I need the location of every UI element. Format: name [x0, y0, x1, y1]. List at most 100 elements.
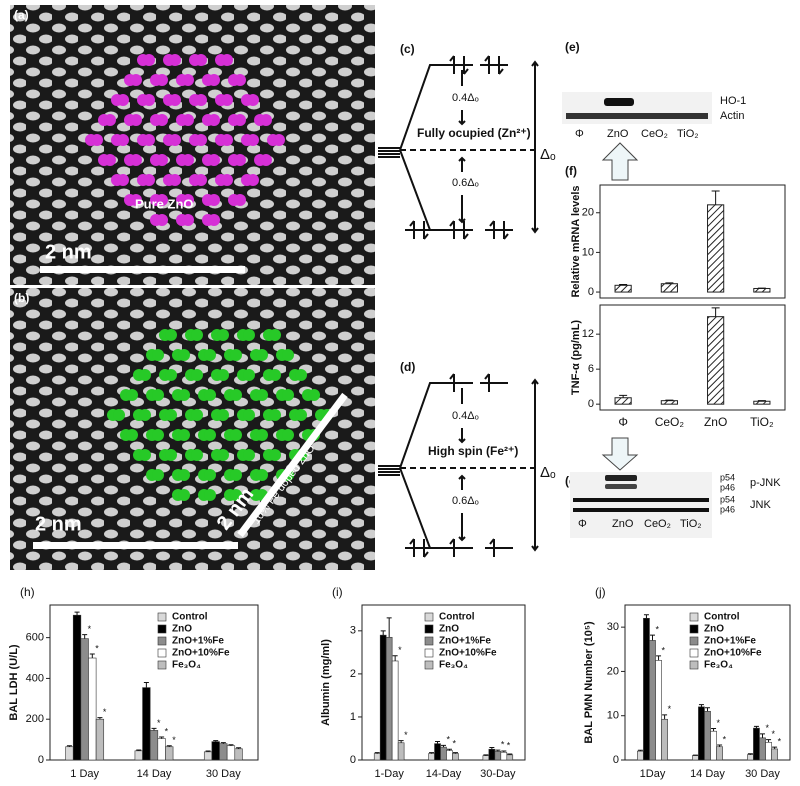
atom: [295, 409, 307, 421]
y-tick-label: 0: [38, 754, 44, 766]
bar: [80, 638, 89, 761]
error-bar: [753, 725, 759, 729]
y-tick-label: 3: [350, 625, 356, 637]
significance-label: *: [668, 704, 672, 714]
error-bar: [89, 653, 95, 659]
connector: [399, 382, 445, 549]
atom: [91, 134, 103, 146]
bar: [385, 636, 393, 761]
atom: [165, 409, 177, 421]
scale-label: 2 nm: [35, 513, 82, 535]
blot: [570, 472, 712, 538]
error-bar: [236, 747, 242, 749]
panel-label: (h): [20, 585, 35, 599]
atom: [152, 389, 164, 401]
bar: [692, 755, 699, 761]
legend-label: ZnO: [439, 624, 459, 635]
bar: [710, 730, 717, 761]
bar: [482, 755, 490, 761]
x-tick-label: ZnO: [704, 415, 727, 429]
atom: [282, 349, 294, 361]
bar: [226, 745, 236, 761]
atom: [178, 489, 190, 501]
bar: [391, 660, 399, 761]
x-tick-label: 30 Day: [206, 768, 241, 780]
legend-label: ZnO: [172, 624, 192, 635]
atom: [256, 469, 268, 481]
significance-label: *: [778, 737, 782, 747]
legend-label: ZnO: [704, 624, 724, 635]
atom: [221, 94, 233, 106]
error-bar: [220, 742, 226, 744]
state-label: High spin (Fe²⁺): [428, 444, 518, 458]
atom: [117, 94, 129, 106]
bar: [753, 287, 771, 293]
atom: [152, 429, 164, 441]
blot-g: (g) p54 p46 p54 p46 p-JNK JNK Φ ZnO CeO₂…: [565, 437, 781, 538]
lane-label: TiO₂: [680, 518, 702, 530]
legend-swatch: [157, 648, 167, 658]
atom: [247, 174, 259, 186]
atom: [169, 134, 181, 146]
atom: [234, 194, 246, 206]
scale-bar: [33, 542, 238, 549]
atom: [204, 489, 216, 501]
legend-swatch: [424, 636, 434, 646]
legend-label: ZnO+10%Fe: [439, 648, 497, 659]
legend-label: ZnO+10%Fe: [704, 648, 762, 659]
atom: [126, 389, 138, 401]
legend-swatch: [689, 636, 699, 646]
bar: [698, 706, 705, 761]
x-tick-label: 30-Day: [480, 768, 516, 780]
atom: [282, 429, 294, 441]
significance-label: *: [507, 740, 511, 750]
atom: [260, 154, 272, 166]
atom: [204, 469, 216, 481]
atom: [165, 369, 177, 381]
bar: [434, 743, 441, 761]
blot-e: (e) HO-1 Actin Φ ZnO CeO₂ TiO₂ (f): [562, 40, 746, 181]
band-label: p46: [720, 482, 735, 492]
connector: [399, 64, 445, 231]
y-tick-label: 20: [607, 665, 619, 677]
atom: [234, 114, 246, 126]
bar: [219, 743, 228, 761]
error-bar: [82, 634, 88, 639]
atom: [217, 409, 229, 421]
panel-label: (c): [400, 42, 415, 56]
atom: [152, 349, 164, 361]
group-label: JNK: [750, 499, 771, 511]
significance-label: *: [404, 730, 408, 740]
error-bar: [136, 749, 142, 751]
bar: [747, 754, 754, 761]
panel-label: (d): [400, 360, 415, 374]
atom: [143, 134, 155, 146]
error-bar: [151, 727, 157, 731]
band: [573, 508, 709, 512]
atom: [234, 74, 246, 86]
atom: [221, 174, 233, 186]
error-bar: [97, 717, 103, 720]
bar: [452, 753, 459, 761]
error-bar: [747, 753, 753, 755]
bar: [95, 718, 105, 761]
atom: [230, 489, 242, 501]
electron: [463, 221, 469, 240]
bar: [373, 753, 381, 761]
legend-label: ZnO+10%Fe: [172, 648, 230, 659]
x-tick-label: 1Day: [640, 768, 666, 780]
atom: [165, 329, 177, 341]
atom: [234, 154, 246, 166]
error-bar: [380, 630, 386, 636]
atom: [308, 389, 320, 401]
gap-label: 0.6Δₒ: [452, 495, 479, 507]
bar: [234, 748, 243, 761]
bar: [771, 748, 778, 761]
bar: [165, 746, 174, 761]
bar: [72, 614, 82, 761]
bar: [506, 754, 514, 761]
error-bar: [772, 746, 778, 749]
band-label: p46: [720, 504, 735, 514]
atom: [243, 409, 255, 421]
